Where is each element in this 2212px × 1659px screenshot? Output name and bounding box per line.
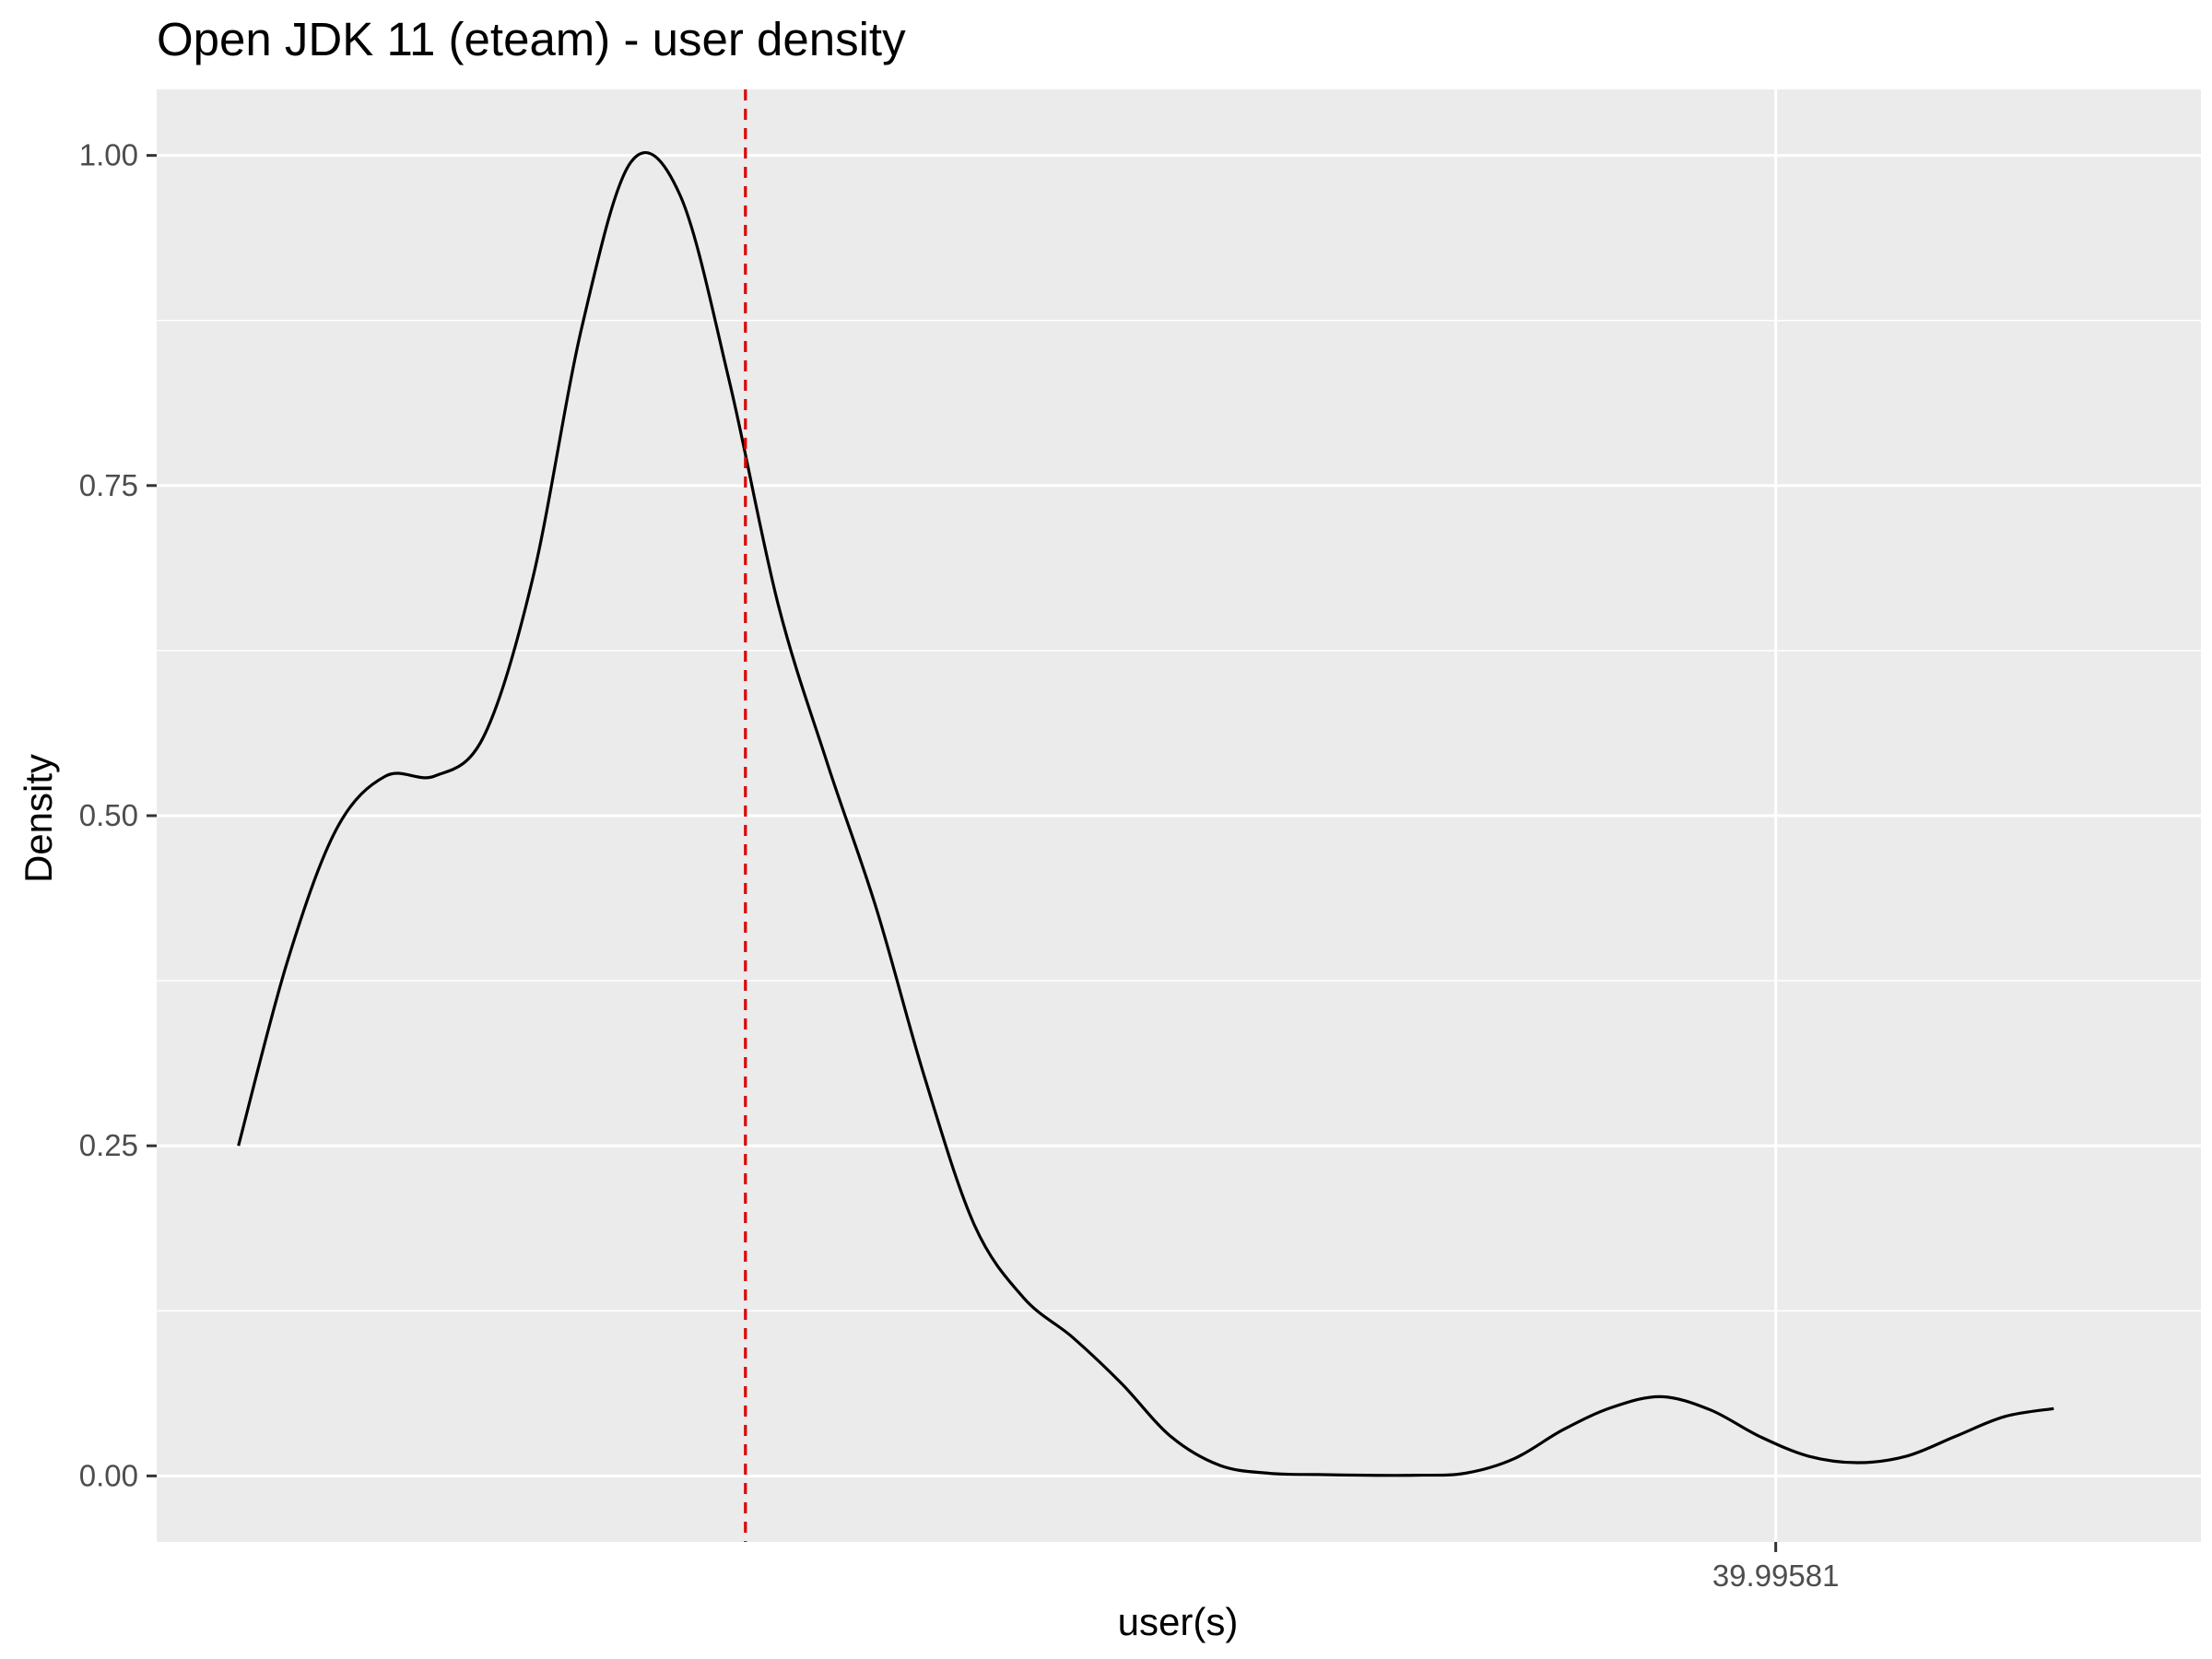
y-tick-label: 0.25: [79, 1128, 138, 1162]
tick-labels: 0.00 0.25 0.50 0.75 1.00 39.99581: [79, 138, 1840, 1593]
x-axis-title: user(s): [1118, 1600, 1239, 1643]
y-tick-label: 0.00: [79, 1458, 138, 1492]
major-gridlines: [157, 89, 2201, 1542]
chart-title: Open JDK 11 (eteam) - user density: [157, 13, 906, 65]
y-tick-label: 0.50: [79, 798, 138, 832]
x-tick-label: 39.99581: [1712, 1559, 1840, 1593]
y-tick-label: 0.75: [79, 468, 138, 502]
y-axis-title: Density: [17, 754, 60, 883]
axis-ticks: [147, 154, 1778, 1552]
minor-gridlines: [157, 319, 2201, 1312]
density-line: [237, 150, 2054, 1477]
density-series: [237, 150, 2054, 1477]
y-tick-label: 1.00: [79, 138, 138, 172]
